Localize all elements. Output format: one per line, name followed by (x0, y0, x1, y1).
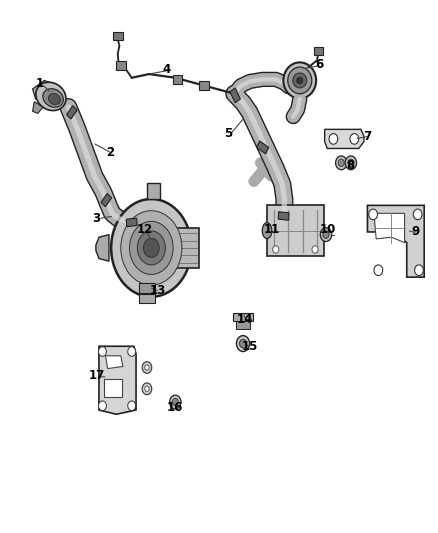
Text: 6: 6 (315, 58, 324, 71)
Bar (113, 32, 123, 39)
Bar (237, 321, 250, 329)
Bar (139, 294, 155, 303)
Circle shape (111, 199, 191, 297)
Circle shape (348, 159, 354, 166)
Circle shape (170, 395, 181, 409)
Polygon shape (257, 141, 269, 154)
Circle shape (128, 347, 136, 357)
Ellipse shape (293, 73, 307, 88)
Ellipse shape (48, 94, 60, 104)
Circle shape (121, 211, 182, 285)
Text: 11: 11 (263, 223, 279, 236)
Circle shape (99, 347, 106, 357)
Text: 1: 1 (36, 77, 44, 90)
Polygon shape (104, 379, 122, 397)
Text: 13: 13 (150, 284, 166, 297)
Polygon shape (367, 205, 424, 277)
Circle shape (240, 340, 247, 348)
Ellipse shape (36, 82, 66, 110)
Circle shape (145, 365, 149, 370)
Polygon shape (325, 130, 364, 149)
Bar (173, 75, 182, 84)
Text: 4: 4 (162, 63, 171, 76)
Bar (233, 313, 253, 321)
Circle shape (142, 362, 152, 373)
Ellipse shape (283, 62, 316, 99)
Bar (267, 205, 324, 256)
Circle shape (142, 383, 152, 394)
Polygon shape (67, 106, 77, 119)
Text: 9: 9 (411, 225, 420, 238)
Circle shape (323, 231, 329, 238)
Circle shape (413, 209, 422, 220)
Text: 16: 16 (167, 401, 184, 414)
Text: 2: 2 (106, 146, 114, 159)
Polygon shape (99, 346, 136, 414)
Circle shape (320, 228, 332, 241)
Circle shape (415, 265, 424, 276)
Circle shape (128, 401, 136, 410)
Polygon shape (147, 183, 160, 199)
Ellipse shape (297, 77, 303, 84)
Bar (139, 283, 155, 293)
Text: 14: 14 (237, 313, 254, 326)
Circle shape (99, 401, 106, 410)
Circle shape (336, 156, 347, 169)
Circle shape (237, 336, 250, 352)
Circle shape (273, 246, 279, 253)
Bar (116, 61, 126, 70)
Circle shape (130, 221, 173, 274)
Text: 10: 10 (320, 223, 336, 236)
Ellipse shape (288, 67, 312, 94)
Polygon shape (32, 102, 43, 114)
Text: 17: 17 (88, 369, 105, 382)
Circle shape (350, 134, 359, 144)
Ellipse shape (43, 88, 64, 107)
Circle shape (144, 238, 159, 257)
Circle shape (172, 398, 178, 406)
Text: 8: 8 (346, 159, 354, 172)
Polygon shape (32, 80, 55, 99)
Circle shape (329, 134, 338, 144)
Polygon shape (126, 218, 137, 227)
Polygon shape (230, 88, 240, 103)
Circle shape (138, 231, 165, 265)
Text: 5: 5 (224, 127, 232, 140)
Bar (171, 228, 199, 268)
Circle shape (145, 386, 149, 391)
Text: 12: 12 (137, 223, 153, 236)
Circle shape (338, 159, 344, 166)
Text: 15: 15 (241, 340, 258, 353)
Circle shape (312, 246, 318, 253)
Polygon shape (278, 212, 289, 220)
Polygon shape (101, 193, 112, 207)
Polygon shape (96, 235, 109, 261)
Bar (199, 82, 208, 90)
Bar (314, 47, 323, 55)
Circle shape (369, 209, 378, 220)
Ellipse shape (262, 223, 272, 239)
Text: 7: 7 (364, 130, 371, 143)
Polygon shape (106, 356, 123, 368)
Circle shape (374, 265, 383, 276)
Text: 3: 3 (93, 212, 101, 225)
Polygon shape (374, 213, 405, 243)
Circle shape (345, 156, 357, 169)
